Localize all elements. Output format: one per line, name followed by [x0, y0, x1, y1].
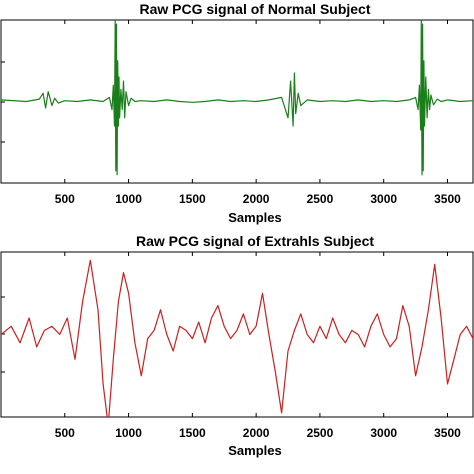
bottom-plot-title: Raw PCG signal of Extrahls Subject — [136, 233, 374, 249]
x-tick-label: 3500 — [434, 426, 461, 440]
x-tick-label: 2500 — [307, 192, 334, 206]
top-series-line — [1, 20, 473, 176]
x-tick-label: 3000 — [370, 426, 397, 440]
x-tick-label: 1000 — [115, 426, 142, 440]
x-tick-label: 500 — [55, 192, 75, 206]
x-tick-label: 1500 — [179, 426, 206, 440]
bottom-x-tick-labels: 500 1000 1500 2000 2500 3000 3500 — [55, 426, 461, 440]
bottom-axes-frame — [0, 251, 474, 418]
x-tick-label: 500 — [55, 426, 75, 440]
top-x-ticks — [64, 20, 448, 183]
x-tick-label: 1500 — [179, 192, 206, 206]
bottom-x-axis-label: Samples — [228, 443, 281, 458]
x-tick-label: 2000 — [243, 192, 270, 206]
bottom-series-line — [1, 259, 473, 417]
top-x-tick-labels: 500 1000 1500 2000 2500 3000 3500 — [55, 192, 461, 206]
top-subplot: Raw PCG signal of Normal Subject 500 1000… — [0, 1, 474, 225]
top-plot-title: Raw PCG signal of Normal Subject — [139, 1, 370, 17]
x-tick-label: 3500 — [434, 192, 461, 206]
top-y-ticks — [1, 61, 5, 143]
bottom-subplot: Raw PCG signal of Extrahls Subject 500 10… — [0, 233, 474, 458]
bottom-x-ticks — [64, 252, 448, 417]
top-x-axis-label: Samples — [228, 210, 281, 225]
x-tick-label: 1000 — [115, 192, 142, 206]
x-tick-label: 2000 — [243, 426, 270, 440]
x-tick-label: 3000 — [370, 192, 397, 206]
x-tick-label: 2500 — [307, 426, 334, 440]
